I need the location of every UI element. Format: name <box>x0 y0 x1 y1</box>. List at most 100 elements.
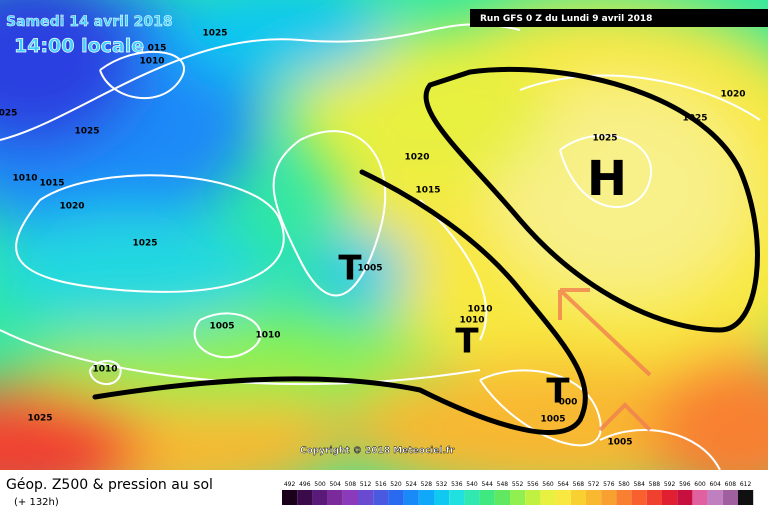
isobar-label: 1025 <box>592 134 617 144</box>
run-box <box>470 9 768 27</box>
scale-label: 552 <box>512 481 524 488</box>
isobar-label: 1025 <box>682 114 707 124</box>
scale-label: 572 <box>588 481 600 488</box>
scale-label: 588 <box>649 481 661 488</box>
scale-label: 560 <box>542 481 554 488</box>
scale-label: 564 <box>557 481 569 488</box>
scale-swatch <box>282 490 298 505</box>
scale-swatch <box>434 490 450 505</box>
scale-swatch <box>327 490 343 505</box>
isobar-label: 1005 <box>357 264 382 274</box>
isobar-label: 1010 <box>92 365 117 375</box>
isobar-label: 1010 <box>459 316 484 326</box>
pressure-center: T <box>455 322 479 362</box>
date: Samedi 14 avril 2018 <box>6 14 173 30</box>
scale-swatch <box>479 490 495 505</box>
isobar-label: 1020 <box>404 153 429 163</box>
scale-label: 584 <box>633 481 645 488</box>
scale-swatch <box>312 490 328 505</box>
scale-label: 500 <box>314 481 326 488</box>
isobar-label: 1005 <box>540 415 565 425</box>
scale-label: 532 <box>436 481 448 488</box>
scale-label: 536 <box>451 481 463 488</box>
isobar-label: 015 <box>148 44 167 54</box>
scale-swatch <box>297 490 313 505</box>
scale-label: 604 <box>709 481 721 488</box>
isobar-label: 1020 <box>720 90 745 100</box>
color-scale: 492 496 500 504 508 512 516 520 524 528 532 536 540 5… <box>282 481 754 505</box>
scale-label: 508 <box>345 481 357 488</box>
scale-label: 496 <box>299 481 311 488</box>
scale-swatch <box>692 490 708 505</box>
legend-title: Géop. Z500 & pression au sol <box>6 477 213 493</box>
scale-label: 612 <box>740 481 752 488</box>
scale-swatch <box>722 490 738 505</box>
isobar-label: 1015 <box>39 179 64 189</box>
scale-swatch <box>388 490 404 505</box>
isobar-label: 1005 <box>209 322 234 332</box>
scale-label: 548 <box>497 481 509 488</box>
isobar-label: 1015 <box>415 186 440 196</box>
scale-swatch <box>510 490 526 505</box>
scale-label: 600 <box>694 481 706 488</box>
isobar-label: 1010 <box>467 305 492 315</box>
scale-swatch <box>403 490 419 505</box>
copyright: Copyright © 2018 Meteociel.fr <box>300 446 455 456</box>
scale-label: 596 <box>679 481 691 488</box>
isobars <box>0 23 761 470</box>
scale-swatch <box>677 490 693 505</box>
scale-swatch <box>358 490 374 505</box>
scale-swatch <box>342 490 358 505</box>
isobar-label: 000 <box>559 398 578 408</box>
scale-swatch <box>646 490 662 505</box>
scale-swatch <box>631 490 647 505</box>
pressure-center: T <box>546 372 570 412</box>
isobar-label: 025 <box>0 109 17 119</box>
scale-label: 608 <box>725 481 737 488</box>
scale-label: 504 <box>329 481 341 488</box>
pressure-center: T <box>338 249 362 289</box>
lead-time: (+ 132h) <box>14 497 59 508</box>
trough-lines <box>92 67 760 435</box>
arrow <box>558 288 652 432</box>
pressure-centers: H T T T <box>338 151 627 412</box>
isobar-label: 1025 <box>132 239 157 249</box>
scale-swatch <box>586 490 602 505</box>
isobar-label: 1010 <box>12 174 37 184</box>
isobar-label: 1025 <box>202 29 227 39</box>
run-info: Run GFS 0 Z du Lundi 9 avril 2018 <box>480 14 652 24</box>
scale-label: 556 <box>527 481 539 488</box>
isobar-label: 1020 <box>59 202 84 212</box>
scale-swatch <box>601 490 617 505</box>
scale-label: 544 <box>481 481 493 488</box>
scale-swatch <box>707 490 723 505</box>
scale-label: 520 <box>390 481 402 488</box>
scale-swatch <box>662 490 678 505</box>
isobar-label: 1025 <box>74 127 99 137</box>
scale-label: 528 <box>421 481 433 488</box>
scale-label: 516 <box>375 481 387 488</box>
isobar-label: 1025 <box>27 414 52 424</box>
scale-label: 540 <box>466 481 478 488</box>
isobar-label: 1010 <box>255 331 280 341</box>
scale-label: 492 <box>284 481 296 488</box>
scale-swatch <box>464 490 480 505</box>
scale-label: 568 <box>573 481 585 488</box>
scale-label: 592 <box>664 481 676 488</box>
isobar-label: 1010 <box>139 57 164 67</box>
scale-swatch <box>373 490 389 505</box>
scale-label: 512 <box>360 481 372 488</box>
scale-swatch <box>525 490 541 505</box>
scale-swatch <box>494 490 510 505</box>
scale-swatch <box>555 490 571 505</box>
scale-swatch <box>418 490 434 505</box>
scale-label: 576 <box>603 481 615 488</box>
isobar-label: 1005 <box>607 438 632 448</box>
scale-swatch <box>570 490 586 505</box>
scale-label: 580 <box>618 481 630 488</box>
pressure-center: H <box>587 151 627 207</box>
scale-swatch <box>449 490 465 505</box>
